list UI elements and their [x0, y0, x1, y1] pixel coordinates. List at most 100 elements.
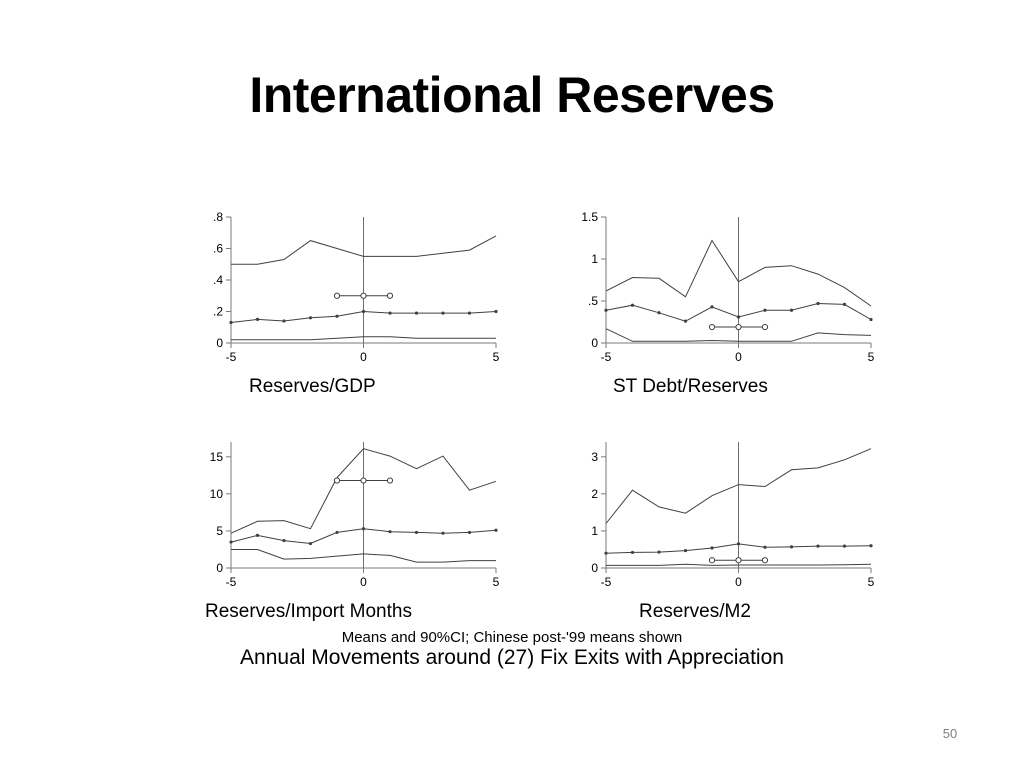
series-point-mean — [441, 311, 445, 315]
series-point-mean — [842, 302, 847, 306]
series-point-mean — [736, 315, 741, 319]
series-point-mean — [229, 320, 233, 325]
chart-title-reserves-import-months: Reserves/Import Months — [205, 601, 412, 622]
series-point-mean — [816, 544, 820, 548]
series-point-mean — [282, 319, 286, 323]
y-tick-label: .8 — [213, 210, 223, 224]
series-point-mean — [657, 550, 661, 554]
series-point-mean — [335, 530, 339, 535]
series-point-mean — [361, 309, 366, 314]
series-point-mean — [657, 311, 661, 315]
series-point-mean — [816, 301, 820, 306]
series-point-mean — [604, 308, 608, 312]
x-tick-label: -5 — [226, 350, 237, 364]
x-tick-label: 0 — [735, 350, 742, 364]
y-tick-label: .5 — [588, 294, 598, 308]
series-point-mean — [388, 530, 392, 534]
series-point-mean — [683, 319, 688, 323]
x-tick-label: -5 — [601, 575, 612, 589]
series-point-mean — [361, 527, 366, 531]
x-tick-label: 0 — [360, 575, 367, 589]
page-number: 50 — [942, 726, 958, 741]
series-point-mean — [604, 551, 608, 555]
chart-reserves-gdp: 0.2.4.6.8-5 0 5 — [213, 210, 500, 364]
y-tick-label: 10 — [210, 487, 224, 501]
x-tick-label: 0 — [360, 350, 367, 364]
x-tick-label: 5 — [493, 350, 500, 364]
series-point-mean — [255, 533, 260, 537]
series-point-china — [386, 477, 394, 484]
series-point-mean — [255, 317, 260, 321]
chart-st-debt-reserves: 0.511.5-5 0 5 — [581, 210, 875, 364]
series-point-mean — [388, 311, 392, 315]
series-point-mean — [494, 528, 498, 532]
x-tick-label: 5 — [868, 575, 875, 589]
series-point-mean — [414, 530, 419, 535]
chart-panel-reserves-m2: 0 1 2 3 -5 0 5 — [560, 430, 890, 595]
series-point-mean — [414, 311, 419, 315]
x-tick-label: 5 — [868, 350, 875, 364]
series-point-china — [360, 292, 367, 299]
y-tick-label: 0 — [216, 336, 223, 350]
series-point-mean — [630, 550, 635, 555]
y-tick-label: 1 — [591, 524, 598, 538]
series-point-china — [708, 323, 716, 331]
series-point-china — [761, 557, 769, 564]
y-tick-label: .2 — [213, 305, 223, 319]
series-point-mean — [683, 548, 688, 553]
series-point-mean — [467, 530, 472, 535]
y-tick-label: 1.5 — [581, 210, 598, 224]
y-tick-label: 3 — [591, 450, 598, 464]
series-point-china — [333, 477, 341, 484]
series-point-mean — [467, 311, 472, 315]
y-tick-label: 1 — [591, 252, 598, 266]
series-point-mean — [763, 545, 767, 549]
series-point-mean — [842, 544, 847, 548]
series-point-mean — [869, 317, 873, 322]
y-tick-label: .6 — [213, 242, 223, 256]
series-line-lower — [605, 328, 872, 342]
y-tick-label: 15 — [210, 450, 224, 464]
chart-title-reserves-gdp: Reserves/GDP — [249, 376, 376, 397]
series-line-upper — [231, 235, 497, 265]
y-tick-label: 2 — [591, 487, 598, 501]
series-point-china — [735, 557, 742, 564]
y-tick-label: 0 — [216, 561, 223, 575]
series-point-mean — [282, 538, 286, 543]
chart-title-reserves-m2: Reserves/M2 — [639, 601, 751, 622]
series-point-china — [333, 292, 341, 299]
y-tick-label: 5 — [216, 524, 223, 538]
series-point-china — [360, 477, 367, 484]
series-point-mean — [789, 308, 794, 312]
x-tick-label: 0 — [735, 575, 742, 589]
series-point-mean — [736, 542, 741, 546]
chart-title-st-debt-reserves: ST Debt/Reserves — [613, 376, 768, 397]
series-point-china — [735, 323, 742, 331]
series-point-mean — [229, 540, 233, 544]
series-point-mean — [335, 314, 339, 318]
series-line-lower — [231, 549, 496, 563]
series-point-mean — [763, 308, 767, 312]
series-point-mean — [630, 303, 635, 307]
series-point-china — [761, 323, 769, 331]
slide-subtitle: Annual Movements around (27) Fix Exits w… — [240, 646, 784, 669]
x-tick-label: 5 — [493, 575, 500, 589]
series-line-upper — [230, 448, 497, 534]
series-line-lower — [606, 563, 872, 566]
y-tick-label: .4 — [213, 273, 223, 287]
chart-note: Means and 90%CI; Chinese post-'99 means … — [341, 629, 683, 646]
x-tick-label: -5 — [601, 350, 612, 364]
series-point-mean — [789, 545, 794, 549]
series-point-mean — [441, 531, 445, 535]
series-line-upper — [605, 239, 872, 307]
series-line-lower — [231, 336, 496, 341]
series-point-mean — [710, 546, 714, 550]
series-point-mean — [308, 541, 313, 546]
series-line-upper — [605, 448, 872, 524]
chart-panel-st-debt-reserves: 0.5 1 1.5 -5 0 5 — [560, 205, 890, 370]
slide-title: International Reserves — [249, 67, 775, 123]
series-point-mean — [494, 309, 498, 314]
series-point-china — [386, 292, 394, 299]
series-point-mean — [710, 305, 714, 309]
